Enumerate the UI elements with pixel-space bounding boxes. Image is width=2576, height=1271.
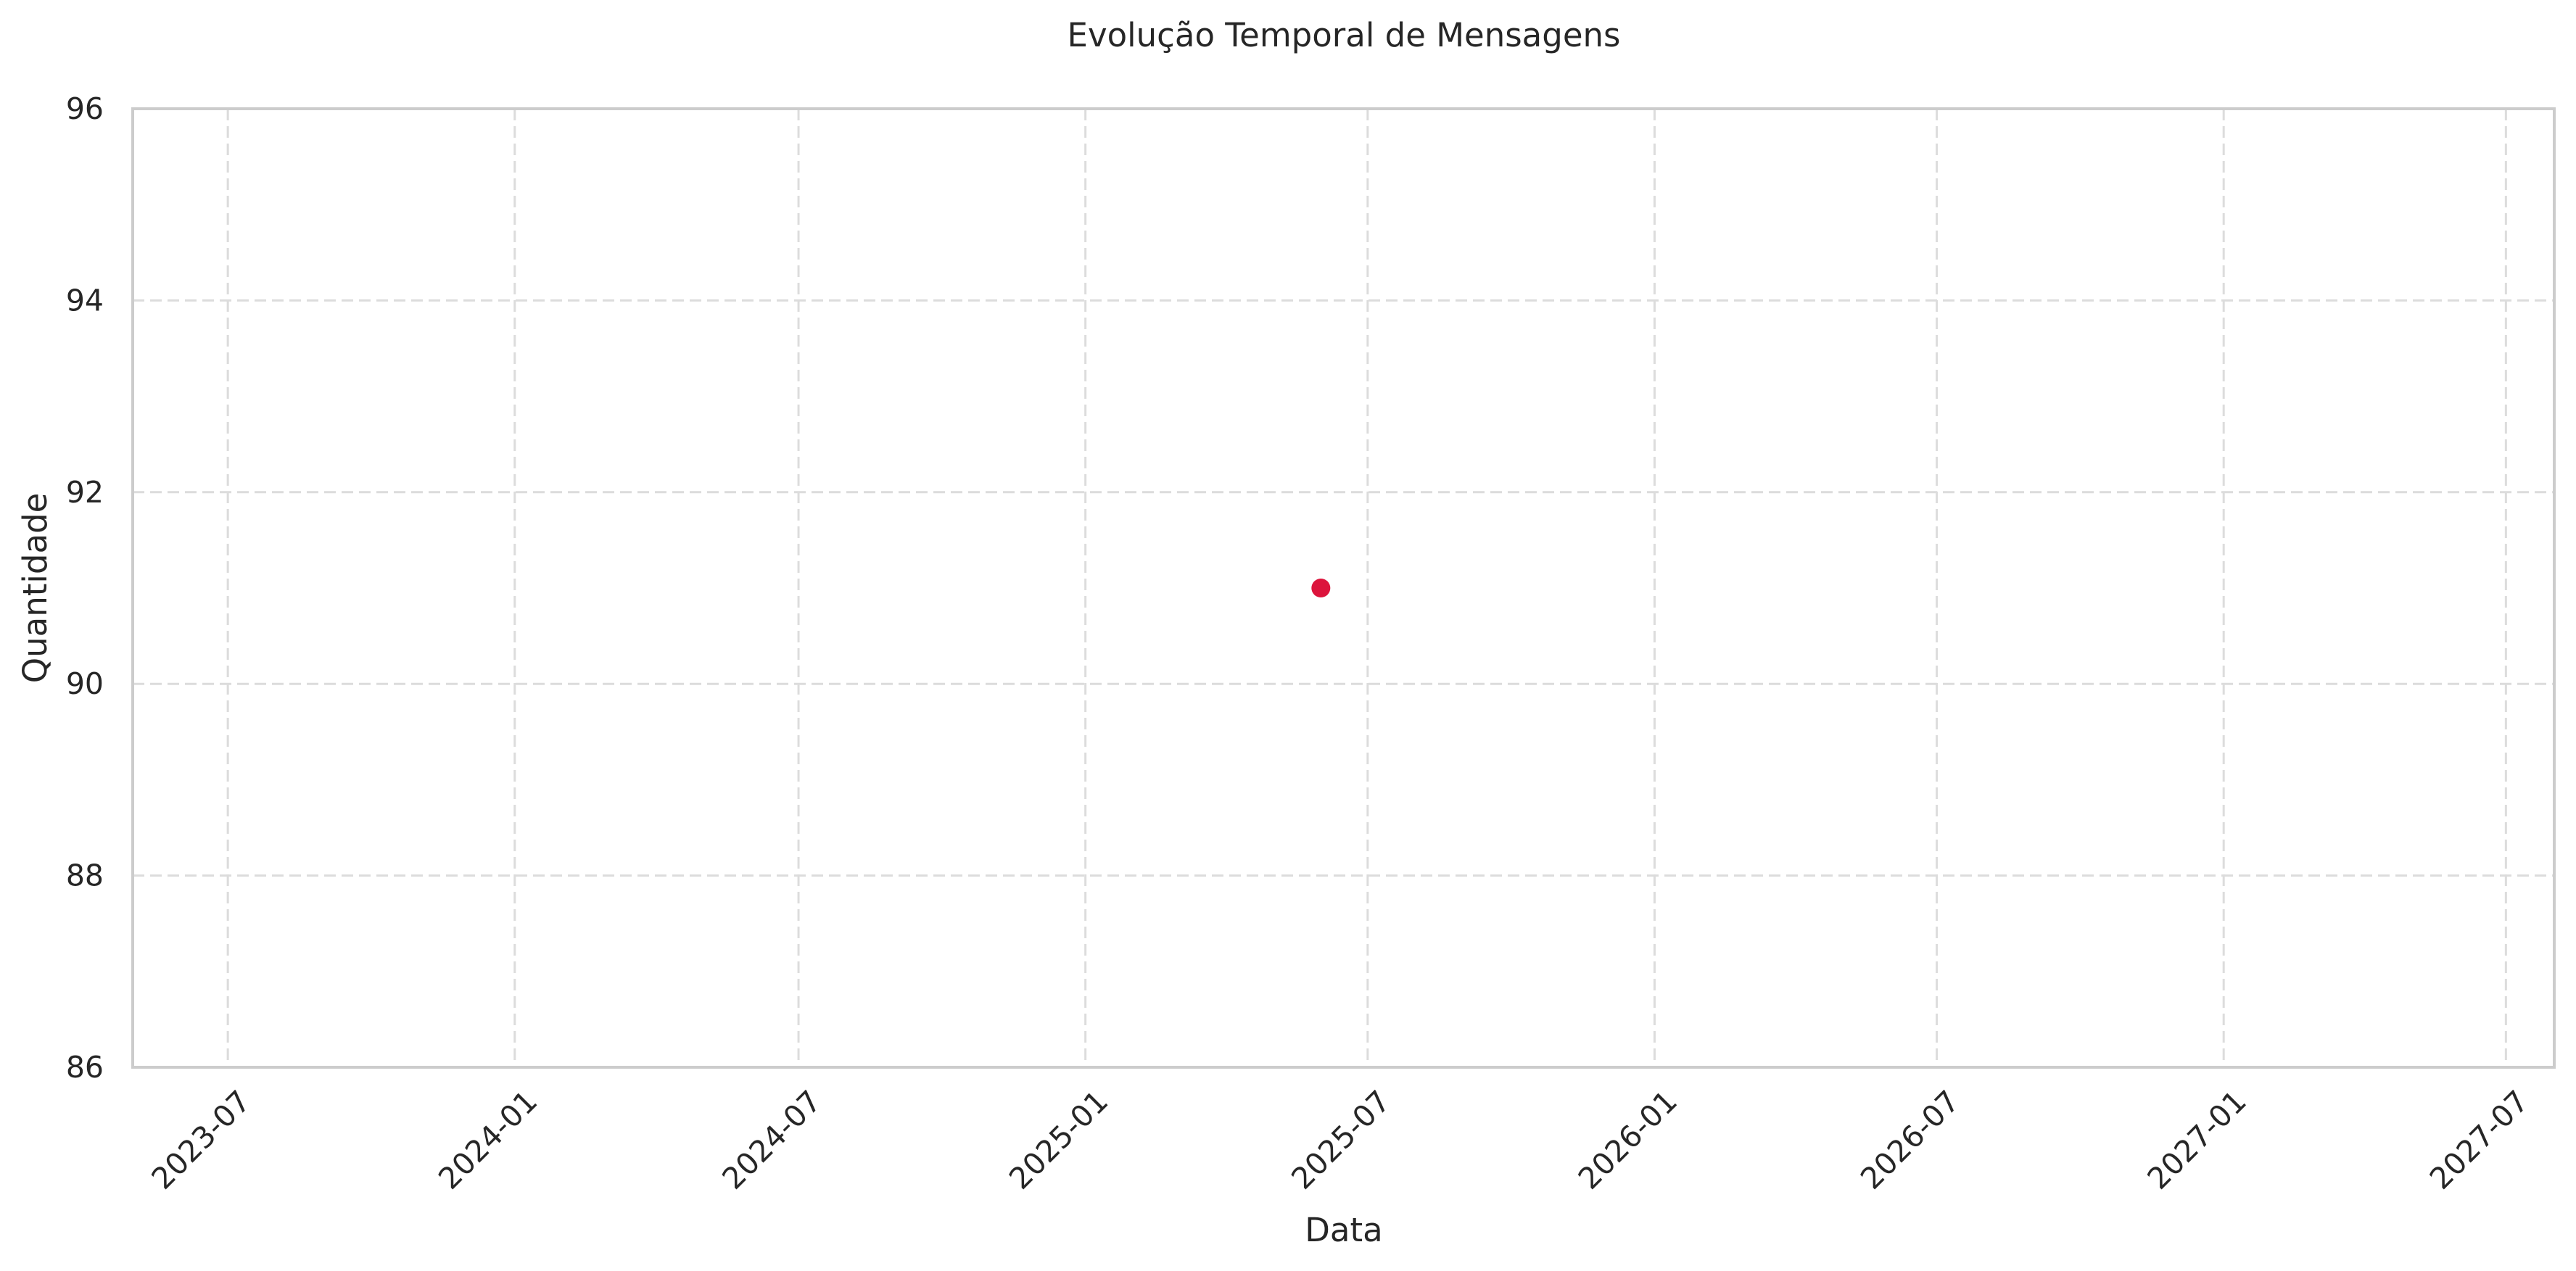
chart-title: Evolução Temporal de Mensagens [1068,16,1621,54]
y-tick-label: 88 [66,858,104,893]
y-axis-label: Quantidade [16,493,54,684]
x-axis-label: Data [1305,1211,1382,1249]
plot-frame [131,107,2556,1069]
x-gridlines [226,109,2507,1067]
y-tick-label: 94 [66,283,104,318]
y-gridlines [133,299,2554,877]
y-axis-ticks: 86 88 90 92 94 96 [66,91,104,1085]
y-tick-label: 96 [66,91,104,126]
data-point [1311,579,1331,597]
plot-area [131,107,2556,1069]
data-points [1311,579,1331,597]
y-tick-label: 90 [66,666,104,701]
plot-background [133,109,2554,1067]
y-tick-label: 92 [66,475,104,510]
y-tick-label: 86 [66,1050,104,1085]
